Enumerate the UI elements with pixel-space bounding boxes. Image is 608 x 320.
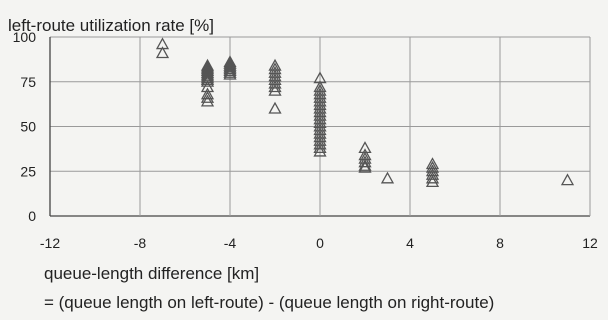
data-point-triangle [268, 80, 282, 93]
data-points [155, 37, 575, 188]
data-point-triangle [200, 73, 215, 86]
x-axis-formula: = (queue length on left-route) - (queue … [44, 293, 494, 312]
data-point-triangle [200, 94, 215, 107]
data-point-triangle [358, 160, 372, 173]
data-point-triangle [425, 167, 440, 180]
data-point-triangle [268, 76, 282, 89]
x-tick-label: 4 [406, 235, 414, 251]
data-point-triangle [425, 171, 440, 184]
data-point-triangle [268, 83, 282, 96]
y-tick-label: 50 [20, 119, 36, 135]
data-point-triangle [313, 137, 327, 150]
data-point-triangle [560, 173, 575, 186]
y-tick-label: 0 [28, 208, 36, 224]
data-point-triangle [358, 159, 372, 171]
data-point-triangle [223, 67, 237, 80]
data-point-triangle [358, 155, 372, 168]
data-point-triangle [200, 91, 215, 103]
x-axis-label: queue-length difference [km] [44, 264, 259, 283]
y-tick-label: 100 [13, 29, 37, 45]
data-point-triangle [425, 175, 440, 188]
x-tick-label: -4 [224, 235, 237, 251]
y-axis-label: left-route utilization rate [%] [8, 16, 214, 35]
y-tick-labels: 0 25 50 75 100 [13, 29, 37, 224]
x-tick-label: 12 [582, 235, 598, 251]
x-tick-labels: -12 -8 -4 0 4 8 12 [40, 235, 598, 251]
data-point-triangle [200, 74, 215, 87]
data-point-triangle [380, 171, 395, 184]
x-tick-label: 0 [316, 235, 324, 251]
data-point-triangle [155, 46, 170, 59]
x-tick-label: 8 [496, 235, 504, 251]
y-tick-label: 25 [20, 163, 36, 179]
x-tick-label: -12 [40, 235, 60, 251]
data-point-triangle [200, 87, 215, 100]
y-tick-label: 75 [20, 74, 36, 90]
data-point-triangle [223, 65, 237, 78]
data-point-triangle [223, 64, 237, 77]
data-point-triangle [223, 62, 237, 75]
data-point-triangle [200, 67, 215, 80]
data-point-triangle [313, 141, 327, 154]
grid [49, 36, 591, 217]
data-point-triangle [268, 101, 282, 114]
data-point-triangle [223, 60, 237, 73]
x-tick-label: -8 [134, 235, 147, 251]
data-point-triangle [313, 144, 327, 157]
